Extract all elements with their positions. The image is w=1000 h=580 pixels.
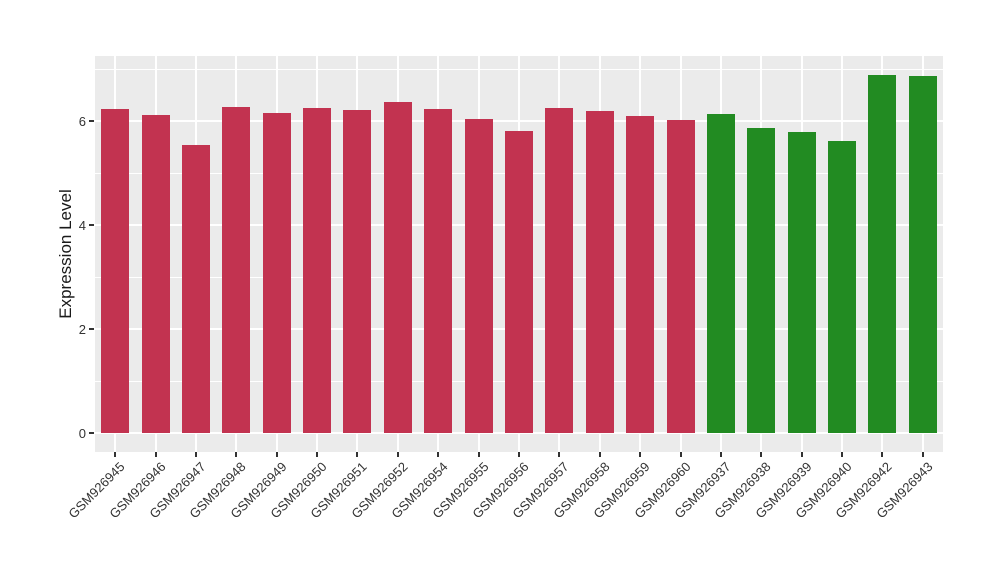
plot-panel [95, 56, 943, 452]
x-tick-mark [719, 452, 722, 457]
y-tick-label: 4 [78, 217, 86, 233]
bar-GSM926940 [828, 140, 857, 433]
x-tick-mark [316, 452, 319, 457]
y-tick-mark [89, 223, 94, 226]
x-tick-mark [921, 452, 924, 457]
x-tick-mark [235, 452, 238, 457]
bar-GSM926955 [464, 119, 493, 433]
bar-GSM926946 [141, 115, 170, 433]
x-tick-mark [194, 452, 197, 457]
x-tick-mark [881, 452, 884, 457]
x-tick-mark [800, 452, 803, 457]
bar-GSM926950 [303, 108, 332, 433]
bar-GSM926937 [706, 114, 735, 433]
y-tick-label: 6 [78, 113, 86, 129]
bar-GSM926943 [908, 75, 937, 433]
gridline-major [95, 432, 943, 434]
y-tick-mark [89, 432, 94, 434]
bar-GSM926952 [383, 102, 412, 433]
y-axis-title: Expression Level [56, 189, 75, 319]
bar-GSM926951 [343, 109, 372, 433]
bar-GSM926949 [262, 112, 291, 433]
x-tick-mark [760, 452, 763, 457]
bar-GSM926957 [545, 108, 574, 433]
y-tick-label: 0 [78, 426, 86, 441]
bar-GSM926958 [585, 110, 614, 433]
x-tick-mark [841, 452, 844, 457]
x-tick-mark [396, 452, 399, 457]
x-tick-mark [558, 452, 561, 457]
x-tick-mark [356, 452, 359, 457]
bar-GSM926942 [868, 74, 897, 433]
x-tick-mark [639, 452, 642, 457]
bar-GSM926948 [222, 106, 251, 433]
bar-GSM926954 [424, 108, 453, 433]
bar-GSM926956 [505, 130, 533, 433]
x-tick-mark [154, 452, 157, 457]
x-tick-mark [518, 452, 520, 457]
gridline-major [95, 119, 943, 122]
x-tick-mark [679, 452, 682, 457]
bar-GSM926938 [747, 127, 776, 433]
bar-GSM926939 [787, 131, 816, 433]
bar-GSM926959 [626, 116, 655, 433]
y-tick-label: 2 [78, 321, 86, 337]
x-tick-mark [477, 452, 480, 457]
x-tick-mark [114, 452, 117, 457]
x-tick-mark [275, 452, 278, 457]
bar-GSM926945 [101, 109, 130, 433]
y-tick-mark [89, 119, 94, 122]
x-tick-mark [437, 452, 440, 457]
x-tick-mark [598, 452, 601, 457]
bar-GSM926960 [666, 120, 695, 433]
gridline-minor [95, 68, 943, 70]
bar-GSM926947 [181, 145, 210, 433]
y-tick-mark [89, 327, 94, 330]
